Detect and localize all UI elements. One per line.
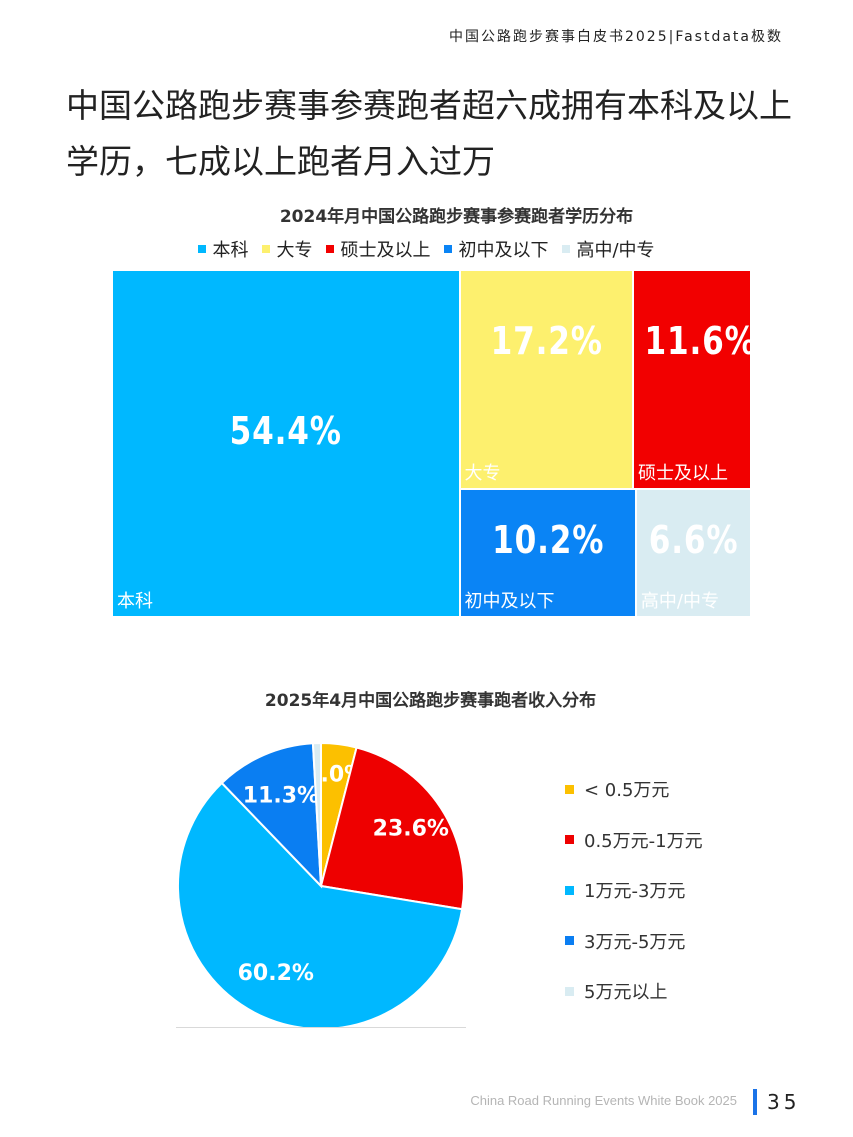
page-headline: 中国公路跑步赛事参赛跑者超六成拥有本科及以上学历，七成以上跑者月入过万 bbox=[66, 86, 792, 181]
treemap-category-label: 初中及以下 bbox=[464, 590, 555, 612]
pie-legend-swatch bbox=[565, 885, 574, 895]
treemap-category-label: 大专 bbox=[464, 462, 501, 484]
treemap-value-label: 54.4% bbox=[229, 409, 342, 453]
page-number: 35 bbox=[767, 1090, 801, 1114]
treemap-legend-item: 本科 bbox=[198, 236, 248, 262]
pie-legend-swatch bbox=[565, 784, 574, 794]
pie-legend-label: < 0.5万元 bbox=[584, 780, 670, 802]
treemap-legend-item: 高中/中专 bbox=[562, 236, 655, 262]
pie-legend-item: 5万元以上 bbox=[565, 966, 703, 1017]
pie-legend-swatch bbox=[565, 835, 574, 845]
treemap-category-label: 本科 bbox=[117, 591, 153, 612]
treemap-value-label: 11.6% bbox=[644, 318, 757, 363]
treemap-category-label: 硕士及以上 bbox=[638, 462, 728, 484]
header-title: 中国公路跑步赛事白皮书2025|Fastdata极数 bbox=[448, 29, 783, 45]
pie-legend: < 0.5万元 0.5万元-1万元 1万元-3万元 3万元-5万元 5万元以上 bbox=[565, 764, 703, 1017]
treemap-legend-item: 初中及以下 bbox=[444, 236, 548, 262]
pie-legend-item: 1万元-3万元 bbox=[565, 865, 703, 916]
pie-chart: 4.0%23.6%60.2%11.3%0.9% bbox=[170, 700, 490, 1035]
treemap-legend-swatch bbox=[198, 245, 207, 253]
treemap-legend-swatch bbox=[562, 245, 571, 253]
treemap-legend-swatch bbox=[326, 245, 335, 253]
treemap-legend-label: 本科 bbox=[212, 240, 249, 261]
pie-legend-item: 0.5万元-1万元 bbox=[565, 815, 703, 866]
treemap-legend-label: 高中/中专 bbox=[576, 240, 655, 261]
pie-legend-label: 1万元-3万元 bbox=[584, 881, 686, 903]
pie-legend-item: 3万元-5万元 bbox=[565, 916, 703, 967]
pie-slice bbox=[177, 781, 464, 1030]
pie-slice bbox=[311, 741, 322, 887]
treemap-legend-label: 大专 bbox=[276, 240, 313, 261]
treemap-cell: 10.2% 初中及以下 bbox=[460, 489, 635, 616]
treemap-legend-label: 初中及以下 bbox=[458, 240, 549, 261]
treemap-cell: 17.2% 大专 bbox=[460, 271, 632, 488]
treemap-legend-label: 硕士及以上 bbox=[340, 240, 431, 261]
pie-title: 2025年4月中国公路跑步赛事跑者收入分布 bbox=[264, 691, 597, 711]
treemap-legend-swatch bbox=[444, 245, 453, 253]
treemap-legend: 本科 大专 硕士及以上 初中及以下 高中/中专 bbox=[0, 236, 853, 262]
pie-legend-swatch bbox=[565, 936, 574, 946]
pie-slice bbox=[220, 742, 323, 889]
pie-baseline bbox=[176, 1027, 466, 1028]
pie-legend-label: 3万元-5万元 bbox=[584, 931, 686, 953]
treemap-legend-item: 大专 bbox=[262, 236, 312, 262]
pie-legend-swatch bbox=[565, 986, 574, 996]
pie-value-label: 23.6% bbox=[373, 816, 449, 841]
pie-svg: 4.0%23.6%60.2%11.3%0.9% bbox=[177, 700, 465, 1030]
footer-accent-bar bbox=[753, 1089, 757, 1115]
pie-legend-label: 5万元以上 bbox=[584, 982, 668, 1004]
footer-text: China Road Running Events White Book 202… bbox=[470, 1093, 737, 1108]
treemap-title: 2024年月中国公路跑步赛事参赛跑者学历分布 bbox=[279, 207, 634, 227]
treemap-value-label: 10.2% bbox=[491, 517, 604, 562]
treemap-value-label: 17.2% bbox=[490, 318, 603, 363]
treemap-value-label: 6.6% bbox=[648, 517, 739, 562]
treemap-legend-item: 硕士及以上 bbox=[326, 236, 430, 262]
treemap-chart: 54.4% 本科 17.2% 大专 11.6% 硕士及以上 10.2% 初中及以下 6.6% 高中… bbox=[113, 271, 757, 616]
pie-value-label: 11.3% bbox=[243, 783, 319, 808]
treemap-cell: 6.6% 高中/中专 bbox=[636, 489, 750, 616]
treemap-category-label: 高中/中专 bbox=[640, 590, 719, 612]
treemap-cell: 11.6% 硕士及以上 bbox=[634, 271, 757, 488]
pie-legend-label: 0.5万元-1万元 bbox=[584, 830, 703, 852]
pie-value-label: 60.2% bbox=[238, 961, 314, 986]
treemap-cell: 54.4% 本科 bbox=[113, 271, 459, 616]
treemap-legend-swatch bbox=[262, 245, 271, 253]
pie-slice bbox=[319, 746, 465, 911]
pie-legend-item: < 0.5万元 bbox=[565, 764, 703, 815]
